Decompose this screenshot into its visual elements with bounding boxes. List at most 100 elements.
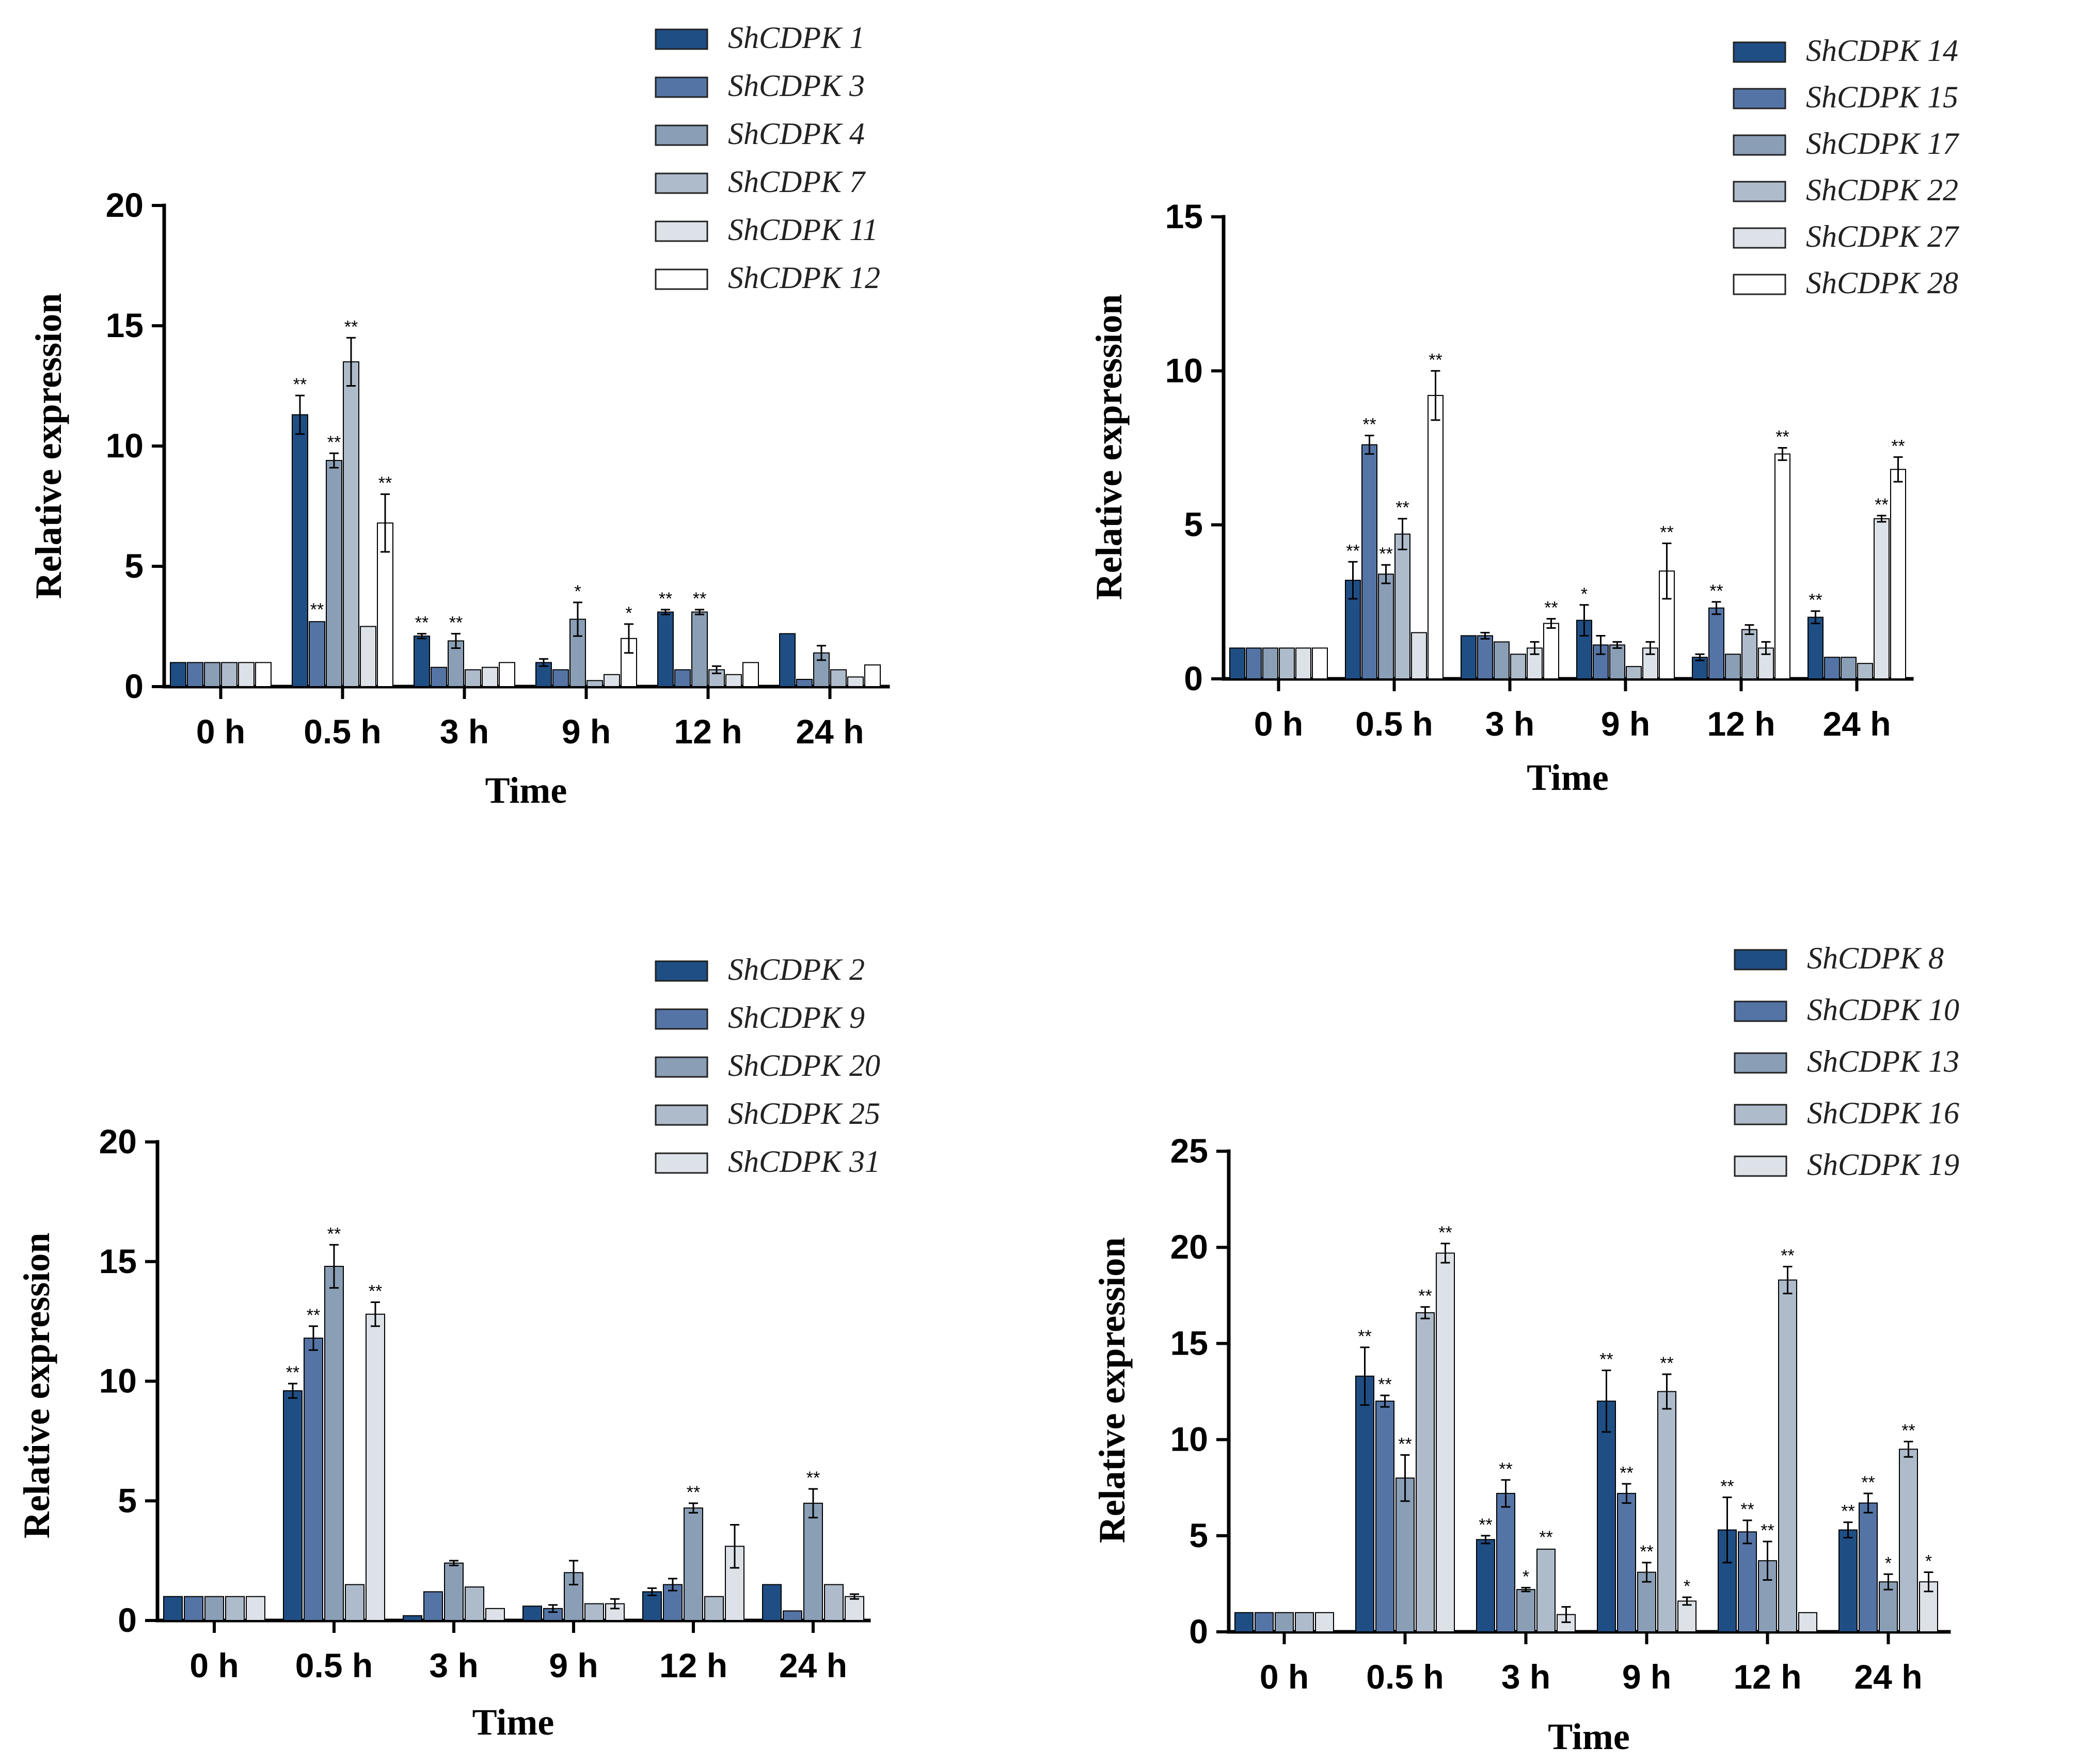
- bar: [184, 1596, 203, 1621]
- bar: [674, 669, 691, 688]
- bar: [246, 1596, 265, 1621]
- legend-label: ShCDPK 17: [1806, 126, 1960, 161]
- legend-swatch: [1734, 1052, 1787, 1074]
- y-tick-label: 5: [124, 547, 144, 585]
- bar: [847, 676, 864, 687]
- x-tick-label: 0 h: [1254, 705, 1303, 743]
- bar: [783, 1610, 802, 1621]
- legend-label: ShCDPK 2: [728, 952, 865, 987]
- legend-label: ShCDPK 25: [728, 1096, 880, 1131]
- bar: [423, 1591, 443, 1621]
- bar: [1476, 1539, 1495, 1633]
- bar: [1543, 623, 1559, 679]
- significance-mark: **: [1761, 1521, 1774, 1540]
- y-axis-title: Relative expression: [16, 1233, 57, 1539]
- significance-mark: *: [1523, 1567, 1529, 1586]
- x-tick-label: 0 h: [196, 712, 245, 751]
- chart-panel-bl: 0 5 10 15 20 Relative expression Time 0 h 0.5 h *…: [16, 952, 880, 1743]
- x-tick-label: 0.5 h: [304, 712, 381, 751]
- x-tick-label: 0.5 h: [1366, 1658, 1444, 1696]
- bar: [170, 662, 186, 688]
- legend-swatch: [655, 960, 708, 982]
- significance-mark: **: [1809, 591, 1822, 610]
- bar: [345, 1584, 364, 1622]
- y-tick-label: 5: [1184, 505, 1203, 544]
- significance-mark: **: [1640, 1542, 1653, 1562]
- bar: [225, 1596, 245, 1621]
- legend-swatch: [655, 172, 708, 194]
- bar: [309, 621, 325, 688]
- bar: [304, 1338, 323, 1622]
- bar: [1355, 1375, 1374, 1632]
- bar: [1741, 629, 1757, 679]
- x-axis-title: Time: [485, 770, 567, 811]
- x-tick-label: 9 h: [1622, 1658, 1671, 1696]
- chart-panel-tl: 0 5 10 15 20 Relative expression Time 0 h 0.5 h *…: [28, 21, 890, 811]
- bar: [1496, 1492, 1515, 1633]
- significance-mark: **: [1479, 1515, 1492, 1535]
- bar: [1229, 647, 1245, 680]
- bar: [204, 662, 220, 688]
- significance-mark: **: [378, 473, 392, 493]
- significance-mark: **: [1875, 495, 1888, 515]
- bar: [1315, 1612, 1334, 1633]
- bar: [499, 662, 515, 688]
- x-tick-label: 9 h: [549, 1646, 598, 1684]
- significance-mark: **: [1720, 1476, 1734, 1496]
- significance-mark: **: [1740, 1500, 1754, 1519]
- bar: [255, 662, 272, 688]
- bar: [485, 1608, 505, 1621]
- legend-swatch: [1733, 88, 1786, 109]
- bar: [1807, 616, 1824, 679]
- x-tick-label: 12 h: [1707, 705, 1775, 743]
- legend-swatch: [655, 28, 708, 50]
- bar: [1255, 1612, 1274, 1633]
- x-tick-label: 12 h: [659, 1646, 727, 1684]
- bar: [221, 662, 237, 688]
- bar: [403, 1615, 422, 1621]
- bar: [522, 1606, 542, 1621]
- bar: [187, 662, 203, 688]
- y-axis-title: Relative expression: [28, 293, 69, 599]
- bar: [1361, 444, 1377, 679]
- bar: [604, 674, 620, 687]
- bar: [324, 1266, 344, 1621]
- bar: [779, 633, 796, 687]
- bar: [1824, 657, 1840, 679]
- y-tick-label: 25: [1170, 1132, 1208, 1170]
- bar: [742, 662, 759, 688]
- x-axis-title: Time: [1527, 757, 1609, 798]
- bar: [431, 666, 447, 687]
- bar: [1857, 663, 1873, 679]
- bar: [1778, 1279, 1797, 1633]
- bar: [283, 1390, 303, 1622]
- significance-mark: **: [1429, 350, 1442, 370]
- significance-mark: **: [286, 1363, 299, 1382]
- bar: [1428, 395, 1444, 679]
- bar: [465, 1586, 484, 1622]
- legend-label: ShCDPK 7: [728, 165, 866, 199]
- bar: [586, 680, 603, 687]
- legend-label: ShCDPK 8: [1807, 941, 1944, 975]
- bar: [444, 1562, 464, 1622]
- x-tick-label: 0.5 h: [295, 1646, 373, 1684]
- significance-mark: **: [1396, 498, 1409, 518]
- x-tick-label: 3 h: [440, 712, 489, 751]
- bar: [864, 664, 881, 688]
- bar: [1295, 647, 1311, 680]
- significance-mark: *: [1925, 1552, 1932, 1571]
- bar: [684, 1507, 703, 1622]
- significance-mark: **: [1499, 1459, 1512, 1479]
- significance-mark: *: [1885, 1553, 1892, 1573]
- bar: [1890, 469, 1906, 679]
- legend-swatch: [655, 1152, 708, 1174]
- significance-mark: **: [327, 433, 341, 452]
- legend-label: ShCDPK 3: [728, 69, 865, 103]
- y-tick-label: 5: [118, 1481, 137, 1519]
- legend-label: ShCDPK 15: [1806, 80, 1958, 114]
- bar: [1738, 1531, 1757, 1633]
- significance-mark: **: [1599, 1350, 1613, 1370]
- significance-mark: *: [1581, 584, 1588, 604]
- x-axis-title: Time: [1548, 1716, 1630, 1757]
